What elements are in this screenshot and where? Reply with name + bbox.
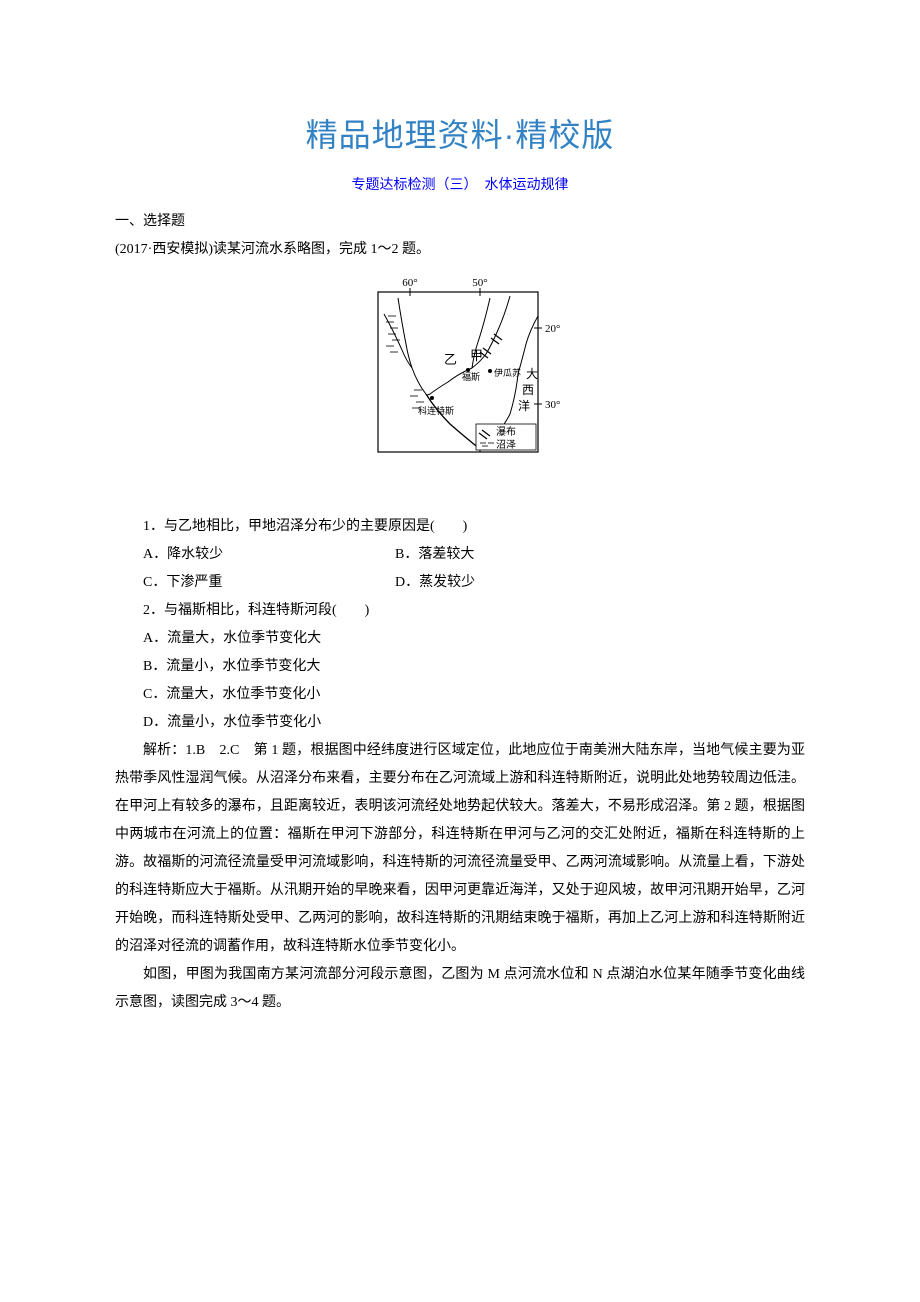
legend-waterfall-label: 瀑布	[496, 426, 516, 438]
q1-row-cd: C．下渗严重 D．蒸发较少	[115, 569, 805, 597]
city-label-yiguasu: 伊瓜苏	[494, 367, 521, 378]
intro-text: (2017·西安模拟)读某河流水系略图，完成 1～2 题。	[115, 236, 805, 264]
label-jia: 甲	[470, 348, 483, 363]
city-label-keliants: 科连特斯	[418, 405, 454, 416]
city-label-fusi: 福斯	[462, 371, 480, 382]
lon-label-60: 60°	[402, 277, 417, 289]
map-figure: 60° 50° 20° 30°	[115, 274, 805, 499]
ocean-label-2: 西	[522, 383, 534, 397]
label-yi: 乙	[444, 352, 457, 367]
q2-optC: C．流量大，水位季节变化小	[115, 681, 805, 709]
lat-label-30: 30°	[545, 399, 560, 411]
q1-stem: 1．与乙地相比，甲地沼泽分布少的主要原因是( )	[115, 513, 805, 541]
q2-stem: 2．与福斯相比，科连特斯河段( )	[115, 597, 805, 625]
q1-optB: B．落差较大	[395, 541, 805, 569]
ocean-label-3: 洋	[518, 398, 530, 413]
legend-swamp-label: 沼泽	[496, 438, 516, 451]
city-dot-yiguasu	[488, 369, 492, 373]
ocean-label-1: 大	[526, 367, 538, 381]
subtitle: 专题达标检测（三） 水体运动规律	[115, 174, 805, 194]
q1-row-ab: A．降水较少 B．落差较大	[115, 541, 805, 569]
explanation: 解析：1.B 2.C 第 1 题，根据图中经纬度进行区域定位，此地应位于南美洲大…	[115, 737, 805, 961]
q1-optD: D．蒸发较少	[395, 569, 805, 597]
lat-label-20: 20°	[545, 323, 560, 335]
city-dot-keliants	[430, 396, 434, 400]
page: 精品地理资料·精校版 专题达标检测（三） 水体运动规律 一、选择题 (2017·…	[0, 0, 920, 1077]
bridge-text: 如图，甲图为我国南方某河流部分河段示意图，乙图为 M 点河流水位和 N 点湖泊水…	[115, 961, 805, 1017]
lon-label-50: 50°	[472, 277, 487, 289]
q1-optA: A．降水较少	[115, 541, 395, 569]
river-map-svg: 60° 50° 20° 30°	[350, 274, 570, 494]
q2-optB: B．流量小，水位季节变化大	[115, 653, 805, 681]
river-lower	[426, 394, 480, 449]
q2-optA: A．流量大，水位季节变化大	[115, 625, 805, 653]
river-yi-main	[398, 298, 426, 394]
section-heading: 一、选择题	[115, 208, 805, 236]
q2-optD: D．流量小，水位季节变化小	[115, 709, 805, 737]
q1-optC: C．下渗严重	[115, 569, 395, 597]
main-title: 精品地理资料·精校版	[115, 110, 805, 156]
